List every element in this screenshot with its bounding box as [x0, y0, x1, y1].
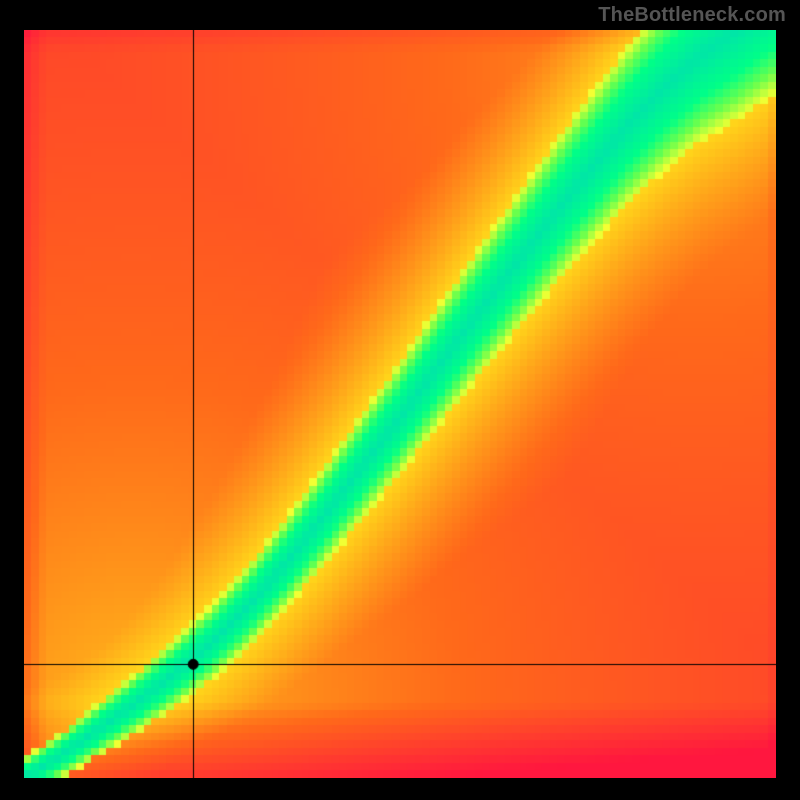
bottleneck-heatmap [24, 30, 776, 778]
attribution-label: TheBottleneck.com [598, 4, 786, 27]
chart-container: TheBottleneck.com [0, 0, 800, 800]
